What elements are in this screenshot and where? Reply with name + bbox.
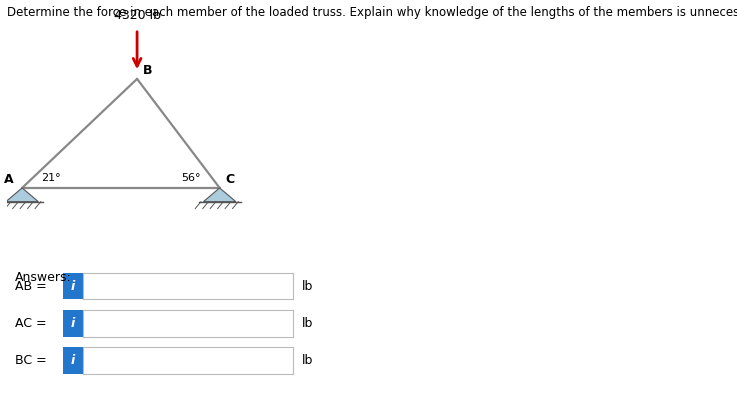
Text: 21°: 21° [41,173,61,183]
Text: i: i [71,317,75,330]
Text: lb: lb [302,280,313,292]
Text: lb: lb [302,317,313,330]
Text: i: i [71,280,75,292]
Text: Answers:: Answers: [15,271,71,283]
Polygon shape [203,188,236,202]
Text: AB =: AB = [15,280,46,292]
Polygon shape [6,188,38,202]
Text: i: i [71,354,75,367]
Text: B: B [143,64,153,76]
Text: lb: lb [302,354,313,367]
Text: C: C [226,173,234,185]
Text: 4320 lb: 4320 lb [113,9,161,22]
Text: A: A [4,173,13,185]
Text: Determine the force in each member of the loaded truss. Explain why knowledge of: Determine the force in each member of th… [7,6,737,19]
Text: 56°: 56° [181,173,200,183]
Text: AC =: AC = [15,317,46,330]
Text: BC =: BC = [15,354,46,367]
